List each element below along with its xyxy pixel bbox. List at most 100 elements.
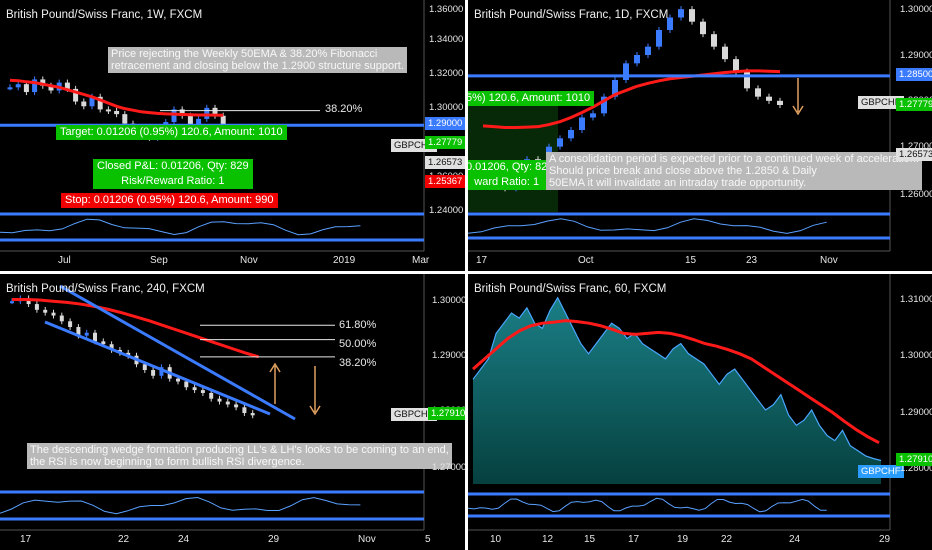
candle-body [109, 344, 114, 350]
candle-body [242, 407, 247, 414]
candle-body [84, 332, 89, 336]
price-tick-label: 1.24000 [429, 205, 464, 216]
candle-body [722, 46, 728, 60]
candle-body [744, 71, 750, 89]
price-tick-label: 1.29000 [900, 50, 932, 61]
target-zone [468, 92, 558, 212]
ema50-line [12, 297, 260, 359]
candle-body [192, 387, 197, 391]
closed-pnl-label: Closed P&L: 0.01206, Qty: 829 Risk/Rewar… [93, 159, 253, 189]
rsi-line [0, 218, 361, 236]
candle-body [557, 138, 563, 147]
price-area [473, 297, 881, 484]
price-tick-label: 1.29000 [432, 350, 465, 361]
price-tick-label: 1.30000 [432, 295, 465, 306]
symbol-tag: GBPCHF [858, 96, 904, 109]
panel-title: British Pound/Swiss Franc, 1D, FXCM [474, 9, 669, 21]
symbol-tag: GBPCHF [858, 465, 904, 478]
candle-body [114, 111, 120, 115]
candle-body [10, 301, 14, 304]
time-tick-label: 5 [425, 534, 431, 545]
candle-body [179, 109, 185, 116]
fib-label-382: 38.20% [339, 357, 377, 369]
ema50-line [482, 69, 781, 129]
price-tick-label: 1.36000 [429, 4, 464, 15]
candle-body [76, 327, 81, 336]
time-tick-label: Sep [150, 255, 168, 266]
candle-body [234, 404, 239, 408]
candle-body [656, 30, 662, 47]
candle-body [105, 109, 111, 112]
candle-body [645, 46, 651, 55]
candle-body [59, 315, 64, 322]
price-tick-label: 1.27000 [432, 462, 465, 473]
candle-body [250, 413, 255, 416]
stop-label: Stop: 0.01206 (0.95%) 120.6, Amount: 990 [61, 193, 278, 208]
chart-panel-4h[interactable]: British Pound/Swiss Franc, 240, FXCM 61.… [0, 274, 465, 550]
candle-body [159, 367, 164, 376]
time-tick-label: 29 [268, 534, 280, 545]
time-tick-label: 22 [721, 534, 733, 545]
up-arrow [269, 362, 281, 404]
price-tag-last: 1.27910 [896, 452, 932, 466]
candle-body [151, 370, 156, 376]
ema50-line [9, 78, 224, 117]
4h-chart-canvas[interactable] [0, 274, 465, 550]
candle-body [187, 115, 193, 126]
time-tick-label: 17 [476, 255, 488, 266]
candle-body [43, 309, 48, 313]
price-tag-last: 1.26573 [896, 148, 932, 162]
fib-label-618: 61.80% [339, 319, 377, 331]
candle-body [48, 85, 54, 91]
candle-body [40, 79, 46, 86]
candle-body [209, 392, 214, 399]
price-tick-label: 1.29000 [900, 407, 932, 418]
candle-body [601, 96, 607, 114]
price-tick-label: 1.34000 [429, 34, 464, 45]
candle-body [220, 115, 226, 129]
candle-body [678, 9, 684, 18]
daily-chart-canvas[interactable] [468, 0, 932, 271]
time-tick-label: Nov [240, 255, 258, 266]
rsi-line [468, 218, 827, 234]
time-tick-label: Jul [58, 255, 71, 266]
chart-panel-1h[interactable]: British Pound/Swiss Franc, 60, FXCM GBPC… [468, 274, 932, 550]
target-label: 5%) 120.6, Amount: 1010 [468, 91, 595, 106]
candle-body [126, 352, 131, 356]
candle-body [590, 113, 596, 118]
candle-body [184, 381, 189, 388]
price-tag-stop: 1.25367 [425, 174, 465, 188]
candle-body [142, 364, 147, 371]
candle-body [777, 100, 783, 105]
time-tick-label: 17 [20, 534, 32, 545]
time-tick-label: Mar [412, 255, 430, 266]
wedge-lower-line [44, 320, 271, 416]
candle-body [212, 107, 218, 116]
time-tick-label: 24 [789, 534, 801, 545]
candle-body [755, 88, 761, 97]
wedge-upper-line [59, 284, 296, 421]
symbol-tag: GBPCHF [391, 408, 437, 421]
candle-body [51, 312, 56, 316]
price-tag-last: 1.26573 [425, 155, 465, 169]
candle-body [225, 401, 230, 405]
price-line [472, 296, 882, 462]
time-tick-label: 24 [178, 534, 190, 545]
price-tick-label: 1.30000 [900, 4, 932, 15]
time-tick-label: 29 [879, 534, 891, 545]
candle-body [23, 84, 29, 93]
price-tag-target: 1.27779 [896, 97, 932, 111]
candle-body [81, 101, 87, 107]
time-tick-label: 19 [677, 534, 689, 545]
price-tag-resistance: 1.28500 [896, 67, 932, 81]
candle-body [612, 80, 618, 97]
candle-body [26, 298, 31, 305]
chart-panel-weekly[interactable]: British Pound/Swiss Franc, 1W, FXCM Pric… [0, 0, 465, 271]
candle-body [766, 96, 772, 101]
rsi-line [0, 496, 361, 515]
chart-panel-daily[interactable]: British Pound/Swiss Franc, 1D, FXCM 5%) … [468, 0, 932, 271]
price-tick-label: 1.30000 [429, 102, 464, 113]
analysis-note: A consolidation period is expected prior… [546, 152, 922, 190]
1h-chart-canvas[interactable] [468, 274, 932, 550]
time-tick-label: 12 [542, 534, 554, 545]
